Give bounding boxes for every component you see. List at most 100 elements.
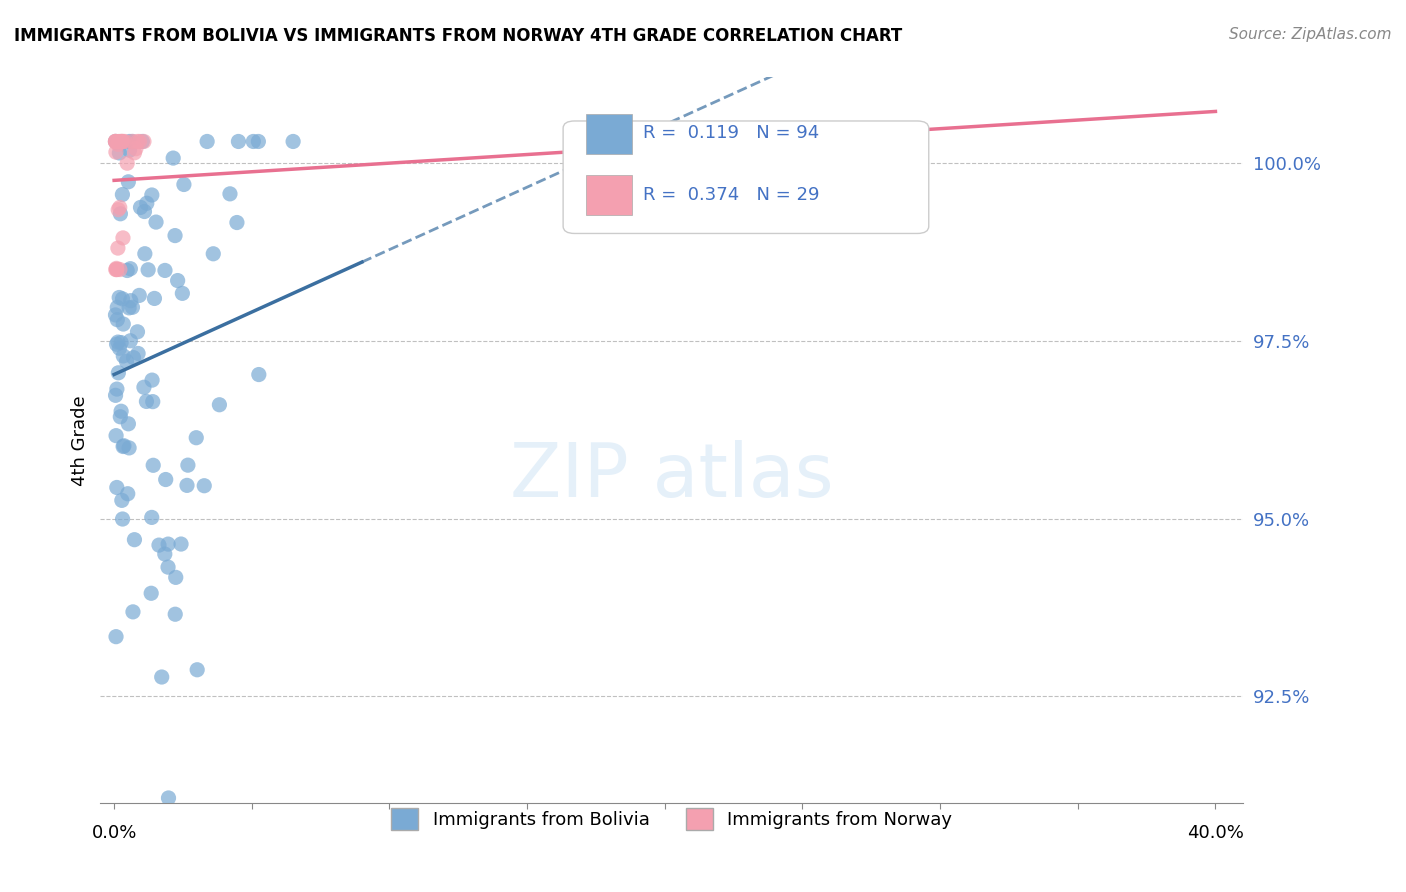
- Point: [186, 431, 208, 445]
- Point: [654, 135, 676, 149]
- Point: [135, 394, 157, 409]
- Point: [108, 145, 131, 160]
- Point: [105, 262, 128, 277]
- Point: [121, 300, 143, 314]
- Point: [105, 261, 128, 276]
- Point: [111, 493, 134, 508]
- Point: [141, 373, 163, 387]
- Point: [157, 791, 180, 805]
- Point: [127, 135, 149, 149]
- Point: [195, 135, 218, 149]
- Point: [115, 156, 138, 170]
- Point: [112, 439, 135, 453]
- Point: [142, 458, 165, 473]
- Point: [117, 487, 139, 501]
- Point: [208, 398, 231, 412]
- Point: [105, 312, 128, 326]
- Text: R =  0.374   N = 29: R = 0.374 N = 29: [643, 186, 820, 204]
- Point: [120, 261, 142, 276]
- Point: [193, 479, 215, 493]
- Point: [226, 215, 249, 229]
- Point: [177, 458, 200, 472]
- Point: [108, 291, 131, 305]
- Point: [127, 325, 149, 339]
- Point: [104, 135, 127, 149]
- Point: [110, 135, 132, 149]
- Text: R =  0.119   N = 94: R = 0.119 N = 94: [643, 124, 820, 143]
- Point: [129, 201, 152, 215]
- Text: IMMIGRANTS FROM BOLIVIA VS IMMIGRANTS FROM NORWAY 4TH GRADE CORRELATION CHART: IMMIGRANTS FROM BOLIVIA VS IMMIGRANTS FR…: [14, 27, 903, 45]
- Point: [228, 135, 250, 149]
- Point: [186, 663, 208, 677]
- Point: [136, 262, 159, 277]
- Point: [105, 262, 128, 277]
- Text: Source: ZipAtlas.com: Source: ZipAtlas.com: [1229, 27, 1392, 42]
- Point: [155, 473, 177, 487]
- Point: [107, 135, 129, 149]
- Point: [142, 394, 165, 409]
- Point: [247, 368, 270, 382]
- Point: [111, 512, 134, 526]
- Point: [107, 335, 129, 350]
- Point: [873, 135, 896, 149]
- Point: [134, 204, 156, 219]
- Point: [104, 135, 127, 149]
- Point: [118, 301, 141, 315]
- Point: [104, 308, 127, 322]
- Point: [134, 246, 156, 260]
- Point: [127, 346, 149, 360]
- Point: [128, 288, 150, 302]
- Point: [108, 262, 131, 277]
- Point: [112, 349, 135, 363]
- Point: [104, 145, 127, 159]
- Point: [117, 417, 139, 431]
- Point: [117, 175, 139, 189]
- Point: [105, 301, 128, 315]
- Point: [135, 196, 157, 211]
- Point: [107, 366, 129, 380]
- Point: [107, 137, 129, 152]
- Bar: [586, 113, 631, 153]
- Point: [173, 178, 195, 192]
- Point: [153, 263, 176, 277]
- Point: [115, 263, 138, 277]
- Point: [104, 262, 127, 277]
- Point: [114, 135, 136, 149]
- Point: [145, 215, 167, 229]
- Point: [118, 441, 141, 455]
- Point: [166, 274, 188, 288]
- Point: [141, 510, 163, 524]
- Text: 40.0%: 40.0%: [1187, 824, 1244, 842]
- Point: [202, 247, 225, 261]
- Point: [219, 186, 242, 201]
- Point: [105, 428, 128, 442]
- Point: [153, 547, 176, 561]
- Point: [111, 231, 134, 245]
- Point: [110, 409, 132, 424]
- Point: [121, 135, 143, 149]
- Point: [141, 188, 163, 202]
- Point: [111, 135, 134, 149]
- Point: [148, 538, 170, 552]
- Point: [104, 135, 127, 149]
- Text: 0.0%: 0.0%: [91, 824, 136, 842]
- Point: [128, 135, 150, 149]
- Point: [125, 142, 148, 156]
- Point: [242, 135, 264, 149]
- Point: [131, 135, 153, 149]
- Point: [108, 201, 131, 215]
- Point: [162, 151, 184, 165]
- Point: [157, 560, 180, 574]
- Point: [104, 388, 127, 402]
- Point: [121, 135, 143, 149]
- Y-axis label: 4th Grade: 4th Grade: [72, 395, 89, 485]
- Point: [104, 135, 127, 149]
- Point: [132, 380, 155, 394]
- Point: [281, 135, 304, 149]
- Point: [105, 481, 128, 495]
- Point: [120, 334, 142, 348]
- Point: [143, 292, 166, 306]
- Point: [118, 143, 141, 157]
- Point: [107, 202, 129, 217]
- Point: [132, 135, 155, 149]
